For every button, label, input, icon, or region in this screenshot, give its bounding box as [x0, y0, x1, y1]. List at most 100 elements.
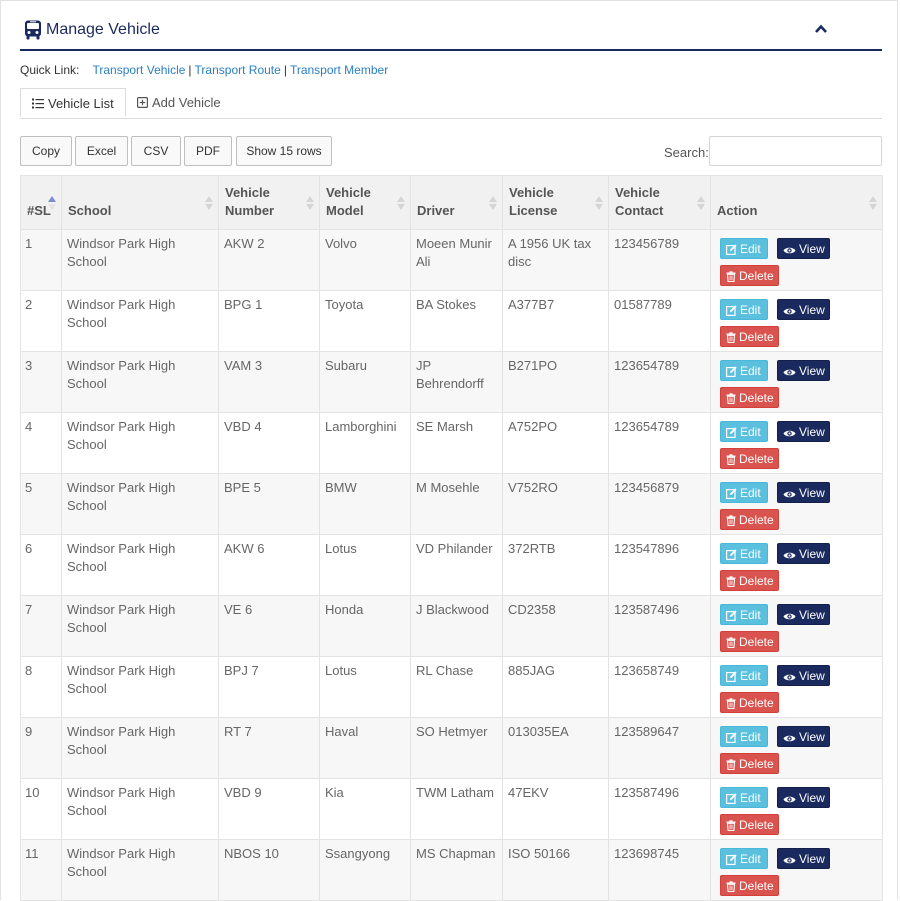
cell-school: Windsor Park High School — [61, 412, 219, 474]
cell-sl: 11 — [20, 839, 62, 901]
copy-button[interactable]: Copy — [20, 136, 72, 166]
quick-link-transport-route[interactable]: Transport Route — [194, 63, 281, 77]
chevron-up-icon[interactable] — [814, 22, 828, 36]
column-header-school[interactable]: School — [61, 175, 219, 230]
view-label: View — [799, 242, 825, 256]
cell-sl: 2 — [20, 290, 62, 352]
trash-icon — [726, 393, 736, 405]
column-header-vehicle-contact[interactable]: Vehicle Contact — [608, 175, 711, 230]
search-input[interactable] — [709, 136, 882, 166]
delete-button[interactable]: Delete — [720, 631, 779, 652]
delete-button[interactable]: Delete — [720, 326, 779, 347]
view-button[interactable]: View — [777, 482, 830, 503]
edit-button[interactable]: Edit — [720, 787, 768, 808]
view-button[interactable]: View — [777, 787, 830, 808]
cell-school: Windsor Park High School — [61, 656, 219, 718]
view-button[interactable]: View — [777, 604, 830, 625]
tab-add-vehicle[interactable]: Add Vehicle — [127, 88, 231, 117]
edit-button[interactable]: Edit — [720, 299, 768, 320]
trash-icon — [726, 881, 736, 893]
cell-vehicle-license: ISO 50166 — [502, 839, 609, 901]
quick-link-transport-vehicle[interactable]: Transport Vehicle — [92, 63, 186, 77]
column-header-vehicle-model[interactable]: Vehicle Model — [319, 175, 411, 230]
eye-icon — [783, 857, 796, 864]
delete-button[interactable]: Delete — [720, 753, 779, 774]
delete-button[interactable]: Delete — [720, 448, 779, 469]
trash-icon — [726, 820, 736, 832]
eye-icon — [783, 796, 796, 803]
plus-square-icon — [137, 97, 149, 109]
edit-button[interactable]: Edit — [720, 848, 768, 869]
pdf-button[interactable]: PDF — [184, 136, 232, 166]
view-button[interactable]: View — [777, 848, 830, 869]
edit-label: Edit — [740, 791, 761, 805]
excel-button[interactable]: Excel — [75, 136, 128, 166]
column-header-vehicle-number[interactable]: Vehicle Number — [218, 175, 320, 230]
delete-label: Delete — [739, 452, 774, 466]
cell-vehicle-number: NBOS 10 — [218, 839, 320, 901]
column-label: School — [68, 203, 112, 218]
delete-label: Delete — [739, 269, 774, 283]
cell-vehicle-number: VAM 3 — [218, 351, 320, 413]
column-header-vehicle-license[interactable]: Vehicle License — [502, 175, 609, 230]
table-row: 1 Windsor Park High School AKW 2 Volvo Moeen… — [20, 229, 883, 291]
cell-action: Edit View Delete — [710, 717, 883, 779]
eye-icon — [783, 247, 796, 254]
edit-label: Edit — [740, 669, 761, 683]
edit-label: Edit — [740, 242, 761, 256]
edit-button[interactable]: Edit — [720, 360, 768, 381]
page-title: Manage Vehicle — [46, 21, 160, 38]
delete-button[interactable]: Delete — [720, 509, 779, 530]
view-button[interactable]: View — [777, 421, 830, 442]
cell-sl: 4 — [20, 412, 62, 474]
column-header-sl[interactable]: #SL — [20, 175, 62, 230]
delete-button[interactable]: Delete — [720, 265, 779, 286]
view-button[interactable]: View — [777, 543, 830, 564]
edit-button[interactable]: Edit — [720, 482, 768, 503]
view-label: View — [799, 791, 825, 805]
delete-button[interactable]: Delete — [720, 570, 779, 591]
column-header-driver[interactable]: Driver — [410, 175, 503, 230]
edit-icon — [726, 305, 737, 317]
delete-button[interactable]: Delete — [720, 387, 779, 408]
show-rows-button[interactable]: Show 15 rows — [236, 136, 332, 166]
tab-vehicle-list[interactable]: Vehicle List — [20, 88, 126, 117]
column-header-action[interactable]: Action — [710, 175, 883, 230]
view-label: View — [799, 425, 825, 439]
bus-icon — [25, 20, 41, 40]
cell-school: Windsor Park High School — [61, 290, 219, 352]
trash-icon — [726, 271, 736, 283]
view-button[interactable]: View — [777, 238, 830, 259]
delete-button[interactable]: Delete — [720, 692, 779, 713]
cell-school: Windsor Park High School — [61, 534, 219, 596]
edit-icon — [726, 671, 737, 683]
cell-sl: 10 — [20, 778, 62, 840]
delete-button[interactable]: Delete — [720, 875, 779, 896]
cell-vehicle-model: Haval — [319, 717, 411, 779]
table-row: 6 Windsor Park High School AKW 6 Lotus VD Ph… — [20, 534, 883, 596]
cell-driver: MS Chapman — [410, 839, 503, 901]
column-label: Vehicle Model — [326, 185, 371, 218]
edit-button[interactable]: Edit — [720, 421, 768, 442]
eye-icon — [783, 491, 796, 498]
edit-button[interactable]: Edit — [720, 726, 768, 747]
edit-button[interactable]: Edit — [720, 543, 768, 564]
view-button[interactable]: View — [777, 726, 830, 747]
action-group: Edit View Delete — [716, 235, 877, 290]
cell-driver: SO Hetmyer — [410, 717, 503, 779]
edit-button[interactable]: Edit — [720, 238, 768, 259]
quick-link-transport-member[interactable]: Transport Member — [289, 63, 389, 77]
view-button[interactable]: View — [777, 665, 830, 686]
view-label: View — [799, 669, 825, 683]
edit-button[interactable]: Edit — [720, 604, 768, 625]
delete-button[interactable]: Delete — [720, 814, 779, 835]
edit-button[interactable]: Edit — [720, 665, 768, 686]
csv-button[interactable]: CSV — [131, 136, 181, 166]
cell-vehicle-model: Lotus — [319, 534, 411, 596]
column-label: Action — [717, 203, 758, 218]
cell-vehicle-contact: 01587789 — [608, 290, 711, 352]
view-button[interactable]: View — [777, 299, 830, 320]
edit-icon — [726, 366, 737, 378]
view-button[interactable]: View — [777, 360, 830, 381]
action-group: Edit View Delete — [716, 601, 877, 656]
